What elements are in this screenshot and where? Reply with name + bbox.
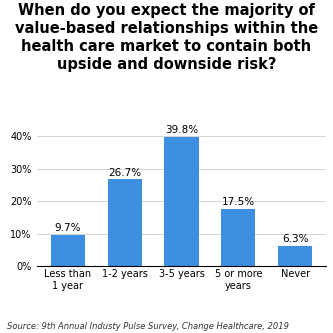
Bar xyxy=(165,137,198,266)
Text: Source: 9th Annual Industy Pulse Survey, Change Healthcare, 2019: Source: 9th Annual Industy Pulse Survey,… xyxy=(7,322,289,331)
Text: 39.8%: 39.8% xyxy=(165,125,198,135)
Text: 17.5%: 17.5% xyxy=(222,197,255,207)
Text: 26.7%: 26.7% xyxy=(108,167,141,177)
Text: When do you expect the majority of
value-based relationships within the
health c: When do you expect the majority of value… xyxy=(15,3,318,72)
Bar xyxy=(108,179,142,266)
Bar xyxy=(278,246,312,266)
Bar xyxy=(221,209,255,266)
Text: 6.3%: 6.3% xyxy=(282,234,308,244)
Bar xyxy=(51,235,85,266)
Text: 9.7%: 9.7% xyxy=(55,223,81,233)
